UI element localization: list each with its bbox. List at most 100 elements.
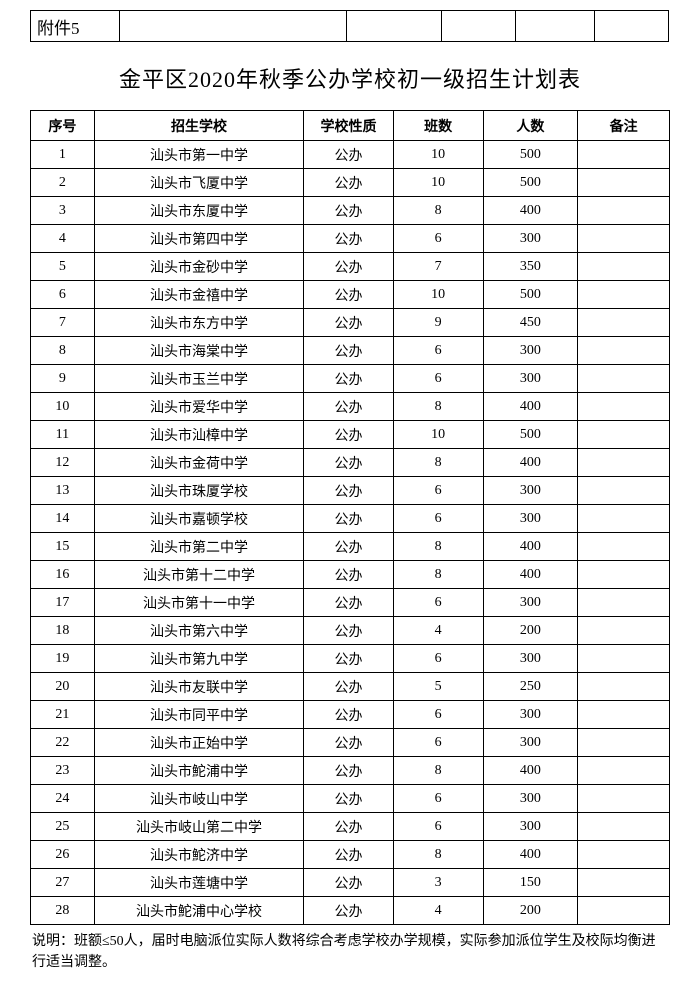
cell-classes: 10: [393, 281, 483, 309]
attachment-header-row: 附件5: [30, 10, 670, 42]
table-row: 4汕头市第四中学公办6300: [31, 225, 670, 253]
table-row: 21汕头市同平中学公办6300: [31, 701, 670, 729]
cell-school: 汕头市正始中学: [94, 729, 303, 757]
cell-school: 汕头市第六中学: [94, 617, 303, 645]
cell-count: 300: [483, 477, 578, 505]
cell-classes: 10: [393, 169, 483, 197]
cell-type: 公办: [304, 337, 394, 365]
cell-type: 公办: [304, 393, 394, 421]
cell-type: 公办: [304, 645, 394, 673]
cell-school: 汕头市第二中学: [94, 533, 303, 561]
cell-idx: 9: [31, 365, 95, 393]
cell-idx: 5: [31, 253, 95, 281]
cell-school: 汕头市飞厦中学: [94, 169, 303, 197]
cell-note: [578, 281, 670, 309]
cell-school: 汕头市鮀浦中学: [94, 757, 303, 785]
cell-idx: 18: [31, 617, 95, 645]
cell-type: 公办: [304, 869, 394, 897]
cell-school: 汕头市友联中学: [94, 673, 303, 701]
cell-note: [578, 169, 670, 197]
cell-classes: 6: [393, 813, 483, 841]
header-spacer-1: [119, 10, 347, 42]
cell-count: 500: [483, 169, 578, 197]
header-spacer-5: [594, 10, 669, 42]
footnote-text: 说明：班额≤50人，届时电脑派位实际人数将综合考虑学校办学规模，实际参加派位学生…: [30, 925, 670, 973]
table-row: 10汕头市爱华中学公办8400: [31, 393, 670, 421]
cell-note: [578, 729, 670, 757]
col-header-note: 备注: [578, 111, 670, 141]
cell-type: 公办: [304, 505, 394, 533]
cell-count: 300: [483, 365, 578, 393]
cell-type: 公办: [304, 253, 394, 281]
cell-classes: 4: [393, 897, 483, 925]
cell-note: [578, 141, 670, 169]
cell-classes: 8: [393, 449, 483, 477]
cell-note: [578, 617, 670, 645]
cell-count: 400: [483, 197, 578, 225]
cell-idx: 2: [31, 169, 95, 197]
cell-count: 200: [483, 897, 578, 925]
cell-count: 250: [483, 673, 578, 701]
cell-note: [578, 785, 670, 813]
table-row: 12汕头市金荷中学公办8400: [31, 449, 670, 477]
cell-type: 公办: [304, 477, 394, 505]
cell-count: 500: [483, 141, 578, 169]
cell-note: [578, 589, 670, 617]
cell-idx: 4: [31, 225, 95, 253]
table-row: 14汕头市嘉顿学校公办6300: [31, 505, 670, 533]
cell-classes: 6: [393, 785, 483, 813]
table-row: 11汕头市汕樟中学公办10500: [31, 421, 670, 449]
cell-classes: 4: [393, 617, 483, 645]
cell-classes: 8: [393, 561, 483, 589]
attachment-label: 附件5: [30, 10, 120, 42]
cell-school: 汕头市岐山中学: [94, 785, 303, 813]
cell-classes: 6: [393, 589, 483, 617]
cell-idx: 16: [31, 561, 95, 589]
cell-school: 汕头市东方中学: [94, 309, 303, 337]
cell-note: [578, 757, 670, 785]
cell-note: [578, 869, 670, 897]
cell-idx: 22: [31, 729, 95, 757]
cell-type: 公办: [304, 281, 394, 309]
cell-classes: 6: [393, 701, 483, 729]
cell-classes: 6: [393, 505, 483, 533]
header-spacer-4: [515, 10, 595, 42]
col-header-count: 人数: [483, 111, 578, 141]
cell-count: 300: [483, 785, 578, 813]
cell-count: 300: [483, 337, 578, 365]
cell-classes: 9: [393, 309, 483, 337]
cell-idx: 25: [31, 813, 95, 841]
cell-classes: 6: [393, 729, 483, 757]
cell-classes: 3: [393, 869, 483, 897]
cell-school: 汕头市第四中学: [94, 225, 303, 253]
cell-idx: 6: [31, 281, 95, 309]
table-row: 22汕头市正始中学公办6300: [31, 729, 670, 757]
cell-classes: 6: [393, 365, 483, 393]
table-body: 1汕头市第一中学公办105002汕头市飞厦中学公办105003汕头市东厦中学公办…: [31, 141, 670, 925]
cell-note: [578, 337, 670, 365]
cell-type: 公办: [304, 141, 394, 169]
table-row: 18汕头市第六中学公办4200: [31, 617, 670, 645]
cell-classes: 5: [393, 673, 483, 701]
cell-classes: 6: [393, 477, 483, 505]
cell-classes: 8: [393, 841, 483, 869]
cell-school: 汕头市金砂中学: [94, 253, 303, 281]
cell-note: [578, 645, 670, 673]
document-title: 金平区2020年秋季公办学校初一级招生计划表: [30, 42, 670, 110]
cell-school: 汕头市东厦中学: [94, 197, 303, 225]
cell-count: 400: [483, 757, 578, 785]
cell-classes: 7: [393, 253, 483, 281]
cell-note: [578, 477, 670, 505]
cell-type: 公办: [304, 421, 394, 449]
cell-school: 汕头市爱华中学: [94, 393, 303, 421]
cell-type: 公办: [304, 449, 394, 477]
cell-school: 汕头市莲塘中学: [94, 869, 303, 897]
table-row: 16汕头市第十二中学公办8400: [31, 561, 670, 589]
cell-idx: 8: [31, 337, 95, 365]
cell-classes: 6: [393, 225, 483, 253]
table-row: 13汕头市珠厦学校公办6300: [31, 477, 670, 505]
table-row: 7汕头市东方中学公办9450: [31, 309, 670, 337]
cell-note: [578, 533, 670, 561]
cell-school: 汕头市岐山第二中学: [94, 813, 303, 841]
cell-type: 公办: [304, 365, 394, 393]
